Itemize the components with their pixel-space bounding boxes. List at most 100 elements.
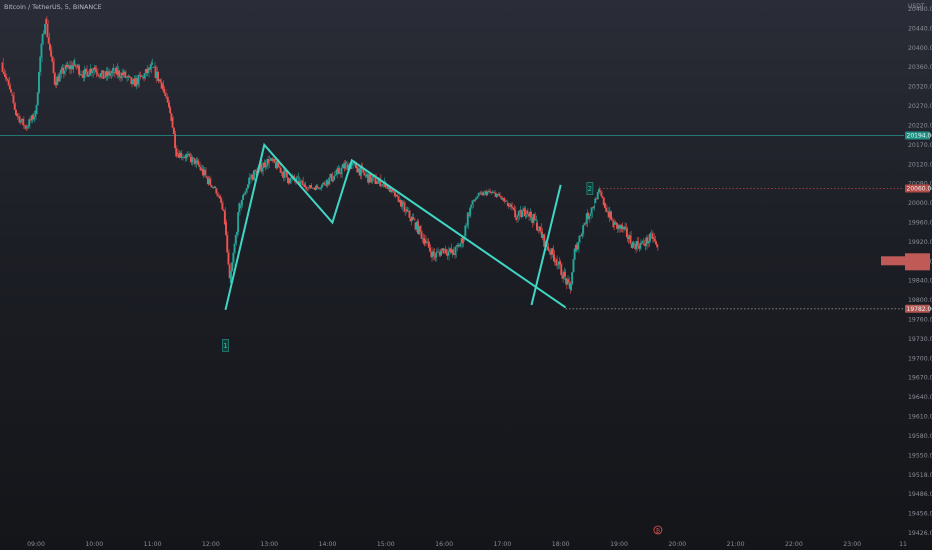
candle-body: [219, 196, 221, 199]
candle-body: [103, 76, 106, 78]
candle-body: [276, 161, 278, 169]
candle-body: [273, 159, 276, 163]
candle-body: [505, 200, 508, 202]
candle-body: [40, 43, 43, 58]
candle-body: [650, 233, 652, 235]
candle-body: [400, 200, 402, 207]
y-tick-label: 19760.00: [908, 317, 932, 324]
x-tick-label: 13:00: [260, 541, 278, 548]
candle-body: [461, 238, 464, 244]
candle-body: [32, 115, 34, 120]
candle-body: [500, 197, 503, 200]
candle-body: [418, 226, 420, 234]
candle-body: [329, 173, 332, 178]
candle-body: [572, 259, 575, 273]
candle-body: [534, 219, 537, 221]
candle-body: [66, 64, 68, 68]
candle-body: [270, 158, 272, 161]
candle-body: [482, 192, 485, 196]
candle-body: [285, 172, 288, 178]
x-tick-label: 18:00: [552, 541, 570, 548]
candle-body: [476, 196, 479, 198]
candle-body: [177, 153, 180, 158]
candle-body: [18, 116, 21, 123]
candle-body: [448, 248, 451, 252]
candle-body: [595, 198, 598, 200]
candle-body: [127, 75, 130, 77]
candle-body: [1, 62, 4, 72]
candle-body: [593, 206, 595, 208]
candle-body: [312, 187, 315, 189]
candle-body: [28, 119, 31, 127]
candle-body: [59, 70, 62, 74]
candle-body: [374, 176, 377, 184]
candle-body: [469, 207, 471, 216]
candle-body: [426, 241, 429, 243]
candle-body: [651, 233, 654, 239]
candle-body: [278, 166, 281, 168]
candle-body: [262, 162, 265, 168]
candle-body: [153, 66, 156, 68]
y-tick-label: 20480.00: [908, 6, 932, 13]
candle-body: [556, 264, 559, 266]
y-tick-label: 19670.00: [908, 375, 932, 382]
candle-body: [335, 169, 338, 175]
candle-body: [458, 245, 461, 247]
drawing-zigzag: [224, 142, 567, 311]
candle-body: [23, 125, 26, 127]
candle-body: [237, 212, 239, 232]
candle-body: [29, 119, 32, 121]
candle-body: [91, 70, 94, 73]
candle-body: [634, 244, 637, 250]
candle-body: [112, 68, 114, 71]
candle-body: [638, 246, 640, 249]
candle-body: [338, 168, 340, 173]
candle-body: [78, 65, 80, 75]
candle-body: [362, 168, 365, 173]
candle-body: [606, 211, 609, 213]
candle-body: [417, 221, 419, 234]
candle-body: [357, 168, 360, 173]
candle-body: [159, 79, 162, 83]
candle-body: [579, 235, 582, 237]
candle-body: [487, 190, 490, 193]
candle-body: [288, 178, 290, 184]
candle-body: [120, 72, 123, 79]
candle-body: [515, 217, 518, 221]
candle-body: [566, 279, 569, 285]
candle-body: [588, 215, 590, 219]
candle-body: [52, 61, 55, 74]
candle-body: [617, 225, 620, 230]
candle-body: [281, 171, 283, 173]
candle-body: [441, 248, 444, 251]
candle-body: [172, 127, 175, 134]
candle-body: [644, 244, 646, 246]
wave-marker-box: [222, 339, 229, 352]
candle-body: [188, 153, 191, 157]
candle-body: [50, 50, 52, 57]
candle-body: [38, 71, 40, 93]
candle-body: [622, 226, 625, 230]
candle-body: [305, 187, 308, 190]
candle-body: [310, 185, 312, 189]
candle-body: [585, 213, 588, 224]
candle-body: [502, 198, 504, 200]
drawing-line: [530, 184, 562, 306]
candle-body: [19, 120, 22, 123]
candle-body: [119, 76, 122, 79]
candle-body: [495, 194, 498, 197]
candle-body: [232, 252, 235, 263]
candle-body: [655, 241, 657, 245]
candle-body: [163, 89, 165, 93]
candle-body: [107, 71, 110, 76]
candle-body: [355, 163, 357, 168]
candle-body: [506, 203, 509, 207]
candles: [1, 16, 659, 294]
candle-body: [274, 162, 277, 169]
candle-body: [577, 241, 580, 250]
candle-body: [13, 103, 16, 110]
candle-body: [164, 92, 167, 96]
candle-body: [557, 261, 560, 265]
